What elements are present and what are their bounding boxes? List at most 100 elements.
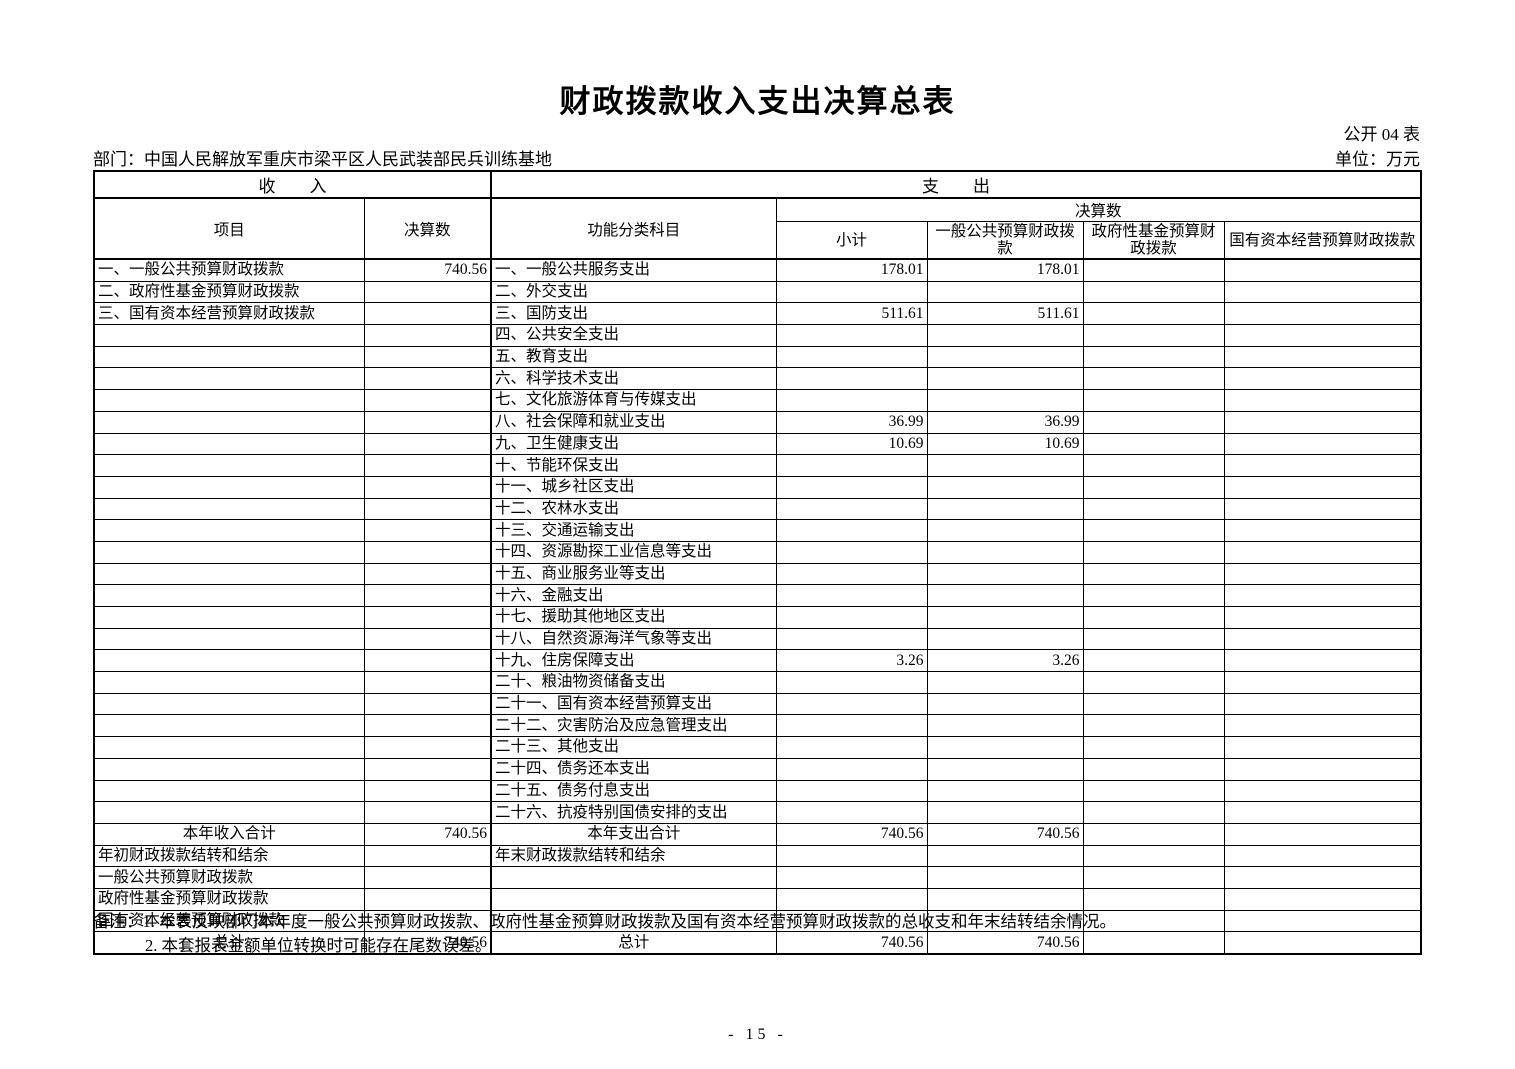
expense-item-cell: 十一、城乡社区支出 — [490, 475, 777, 499]
income-item-cell: 三、国有资本经营预算财政拨款 — [93, 302, 365, 326]
income-value-cell — [363, 389, 492, 412]
income-item-cell — [93, 454, 365, 477]
table-row: 二十四、债务还本支出 — [93, 757, 1422, 781]
subtotal-cell — [775, 866, 928, 889]
general-public-cell — [926, 627, 1084, 651]
state-capital-cell — [1223, 844, 1422, 868]
table-row: 十八、自然资源海洋气象等支出 — [93, 627, 1422, 651]
expense-item-cell: 十二、农林水支出 — [490, 497, 777, 521]
income-item-cell — [93, 540, 365, 564]
notes-block: 备注：1. 本表反映部门本年度一般公共预算财政拨款、政府性基金预算财政拨款及国有… — [93, 910, 1420, 958]
income-value-cell — [363, 649, 492, 673]
government-fund-cell — [1082, 801, 1225, 824]
general-public-cell — [926, 540, 1084, 564]
general-public-cell — [926, 757, 1084, 781]
government-fund-cell — [1082, 606, 1225, 629]
page-title: 财政拨款收入支出决算总表 — [559, 84, 956, 119]
expenditure-section-header: 支 出 — [489, 170, 1422, 199]
income-item-cell — [93, 627, 365, 651]
state-capital-cell — [1223, 302, 1422, 326]
expense-item-cell: 三、国防支出 — [490, 302, 777, 326]
government-fund-cell — [1082, 389, 1225, 412]
state-capital-cell — [1223, 757, 1422, 781]
general-public-cell — [926, 280, 1084, 304]
page-number: - 15 - — [728, 1026, 787, 1043]
income-item-cell — [93, 649, 365, 673]
income-item-cell — [93, 779, 365, 803]
fiscal-summary-table: 收 入 支 出 项目 决算数 功能分类科目 决算数 小计 一般公共预算财政拨款 … — [93, 170, 1423, 955]
subtotal-cell: 178.01 — [775, 258, 928, 282]
header-row-subcolumns: 小计 一般公共预算财政拨款 政府性基金预算财政拨款 国有资本经营预算财政拨款 — [94, 221, 1422, 260]
subtotal-column-header: 小计 — [775, 221, 928, 260]
header-row-sections: 收 入 支 出 — [93, 170, 1422, 199]
income-value-cell — [363, 606, 492, 629]
income-value-cell — [363, 584, 492, 607]
state-capital-cell — [1223, 779, 1422, 803]
general-public-cell — [926, 866, 1084, 889]
table-row: 年初财政拨款结转和结余 年末财政拨款结转和结余 — [93, 844, 1422, 868]
government-fund-cell — [1082, 866, 1225, 889]
income-item-cell — [93, 410, 365, 434]
functional-subject-header: 功能分类科目 — [490, 197, 777, 260]
table-row: 十六、金融支出 — [93, 584, 1422, 607]
expense-item-cell: 二十五、债务付息支出 — [490, 779, 777, 803]
table-row: 二十三、其他支出 — [93, 736, 1422, 759]
government-fund-cell — [1082, 736, 1225, 759]
income-item-cell — [93, 714, 365, 738]
subtotal-cell — [775, 389, 928, 412]
government-fund-cell — [1082, 367, 1225, 391]
subtotal-cell — [775, 475, 928, 499]
income-final-figure-header: 决算数 — [363, 197, 492, 260]
government-fund-cell — [1082, 258, 1225, 282]
expense-item-cell: 二十二、灾害防治及应急管理支出 — [490, 714, 777, 738]
income-item-cell: 二、政府性基金预算财政拨款 — [93, 280, 365, 304]
expense-item-cell: 年末财政拨款结转和结余 — [490, 844, 777, 868]
general-public-budget-header: 一般公共预算财政拨款 — [926, 221, 1084, 260]
income-value-cell — [363, 345, 492, 369]
income-value-cell — [363, 887, 492, 911]
subtotal-cell — [775, 324, 928, 347]
income-item-cell — [93, 801, 365, 824]
expense-item-cell: 八、社会保障和就业支出 — [490, 410, 777, 434]
subtotal-cell: 3.26 — [775, 649, 928, 673]
notes-label: 备注： — [93, 912, 143, 931]
government-fund-cell — [1082, 757, 1225, 781]
expense-item-cell: 二、外交支出 — [490, 280, 777, 304]
subtotal-cell — [775, 736, 928, 759]
expense-item-cell: 二十六、抗疫特别国债安排的支出 — [490, 801, 777, 824]
general-public-cell: 511.61 — [926, 302, 1084, 326]
table-row: 十二、农林水支出 — [93, 497, 1422, 521]
income-value-cell — [363, 779, 492, 803]
table-row: 三、国有资本经营预算财政拨款 三、国防支出 511.61 511.61 — [93, 302, 1422, 326]
table-row: 十五、商业服务业等支出 — [93, 562, 1422, 586]
income-value-cell — [363, 671, 492, 694]
table-row: 十三、交通运输支出 — [93, 519, 1422, 542]
subtotal-cell — [775, 280, 928, 304]
income-item-cell — [93, 519, 365, 542]
state-capital-cell — [1223, 345, 1422, 369]
income-item-cell — [93, 432, 365, 456]
income-value-cell — [363, 302, 492, 326]
state-capital-cell — [1223, 497, 1422, 521]
government-fund-cell — [1082, 671, 1225, 694]
table-row: 政府性基金预算财政拨款 — [93, 887, 1422, 911]
state-capital-cell — [1223, 692, 1422, 716]
state-capital-cell — [1223, 736, 1422, 759]
note-text-1: 1. 本表反映部门本年度一般公共预算财政拨款、政府性基金预算财政拨款及国有资本经… — [142, 912, 1117, 931]
government-fund-cell — [1082, 454, 1225, 477]
table-row: 十一、城乡社区支出 — [93, 475, 1422, 499]
state-capital-cell — [1223, 866, 1422, 889]
income-item-cell — [93, 497, 365, 521]
expense-item-cell: 二十三、其他支出 — [490, 736, 777, 759]
general-public-cell — [926, 497, 1084, 521]
state-capital-cell — [1223, 540, 1422, 564]
income-item-cell — [93, 389, 365, 412]
income-value-cell — [363, 410, 492, 434]
income-value-cell — [363, 801, 492, 824]
state-capital-cell — [1223, 389, 1422, 412]
government-fund-cell — [1082, 562, 1225, 586]
government-fund-cell — [1082, 302, 1225, 326]
government-fund-cell — [1082, 844, 1225, 868]
state-capital-cell — [1223, 931, 1422, 955]
general-public-cell — [926, 714, 1084, 738]
